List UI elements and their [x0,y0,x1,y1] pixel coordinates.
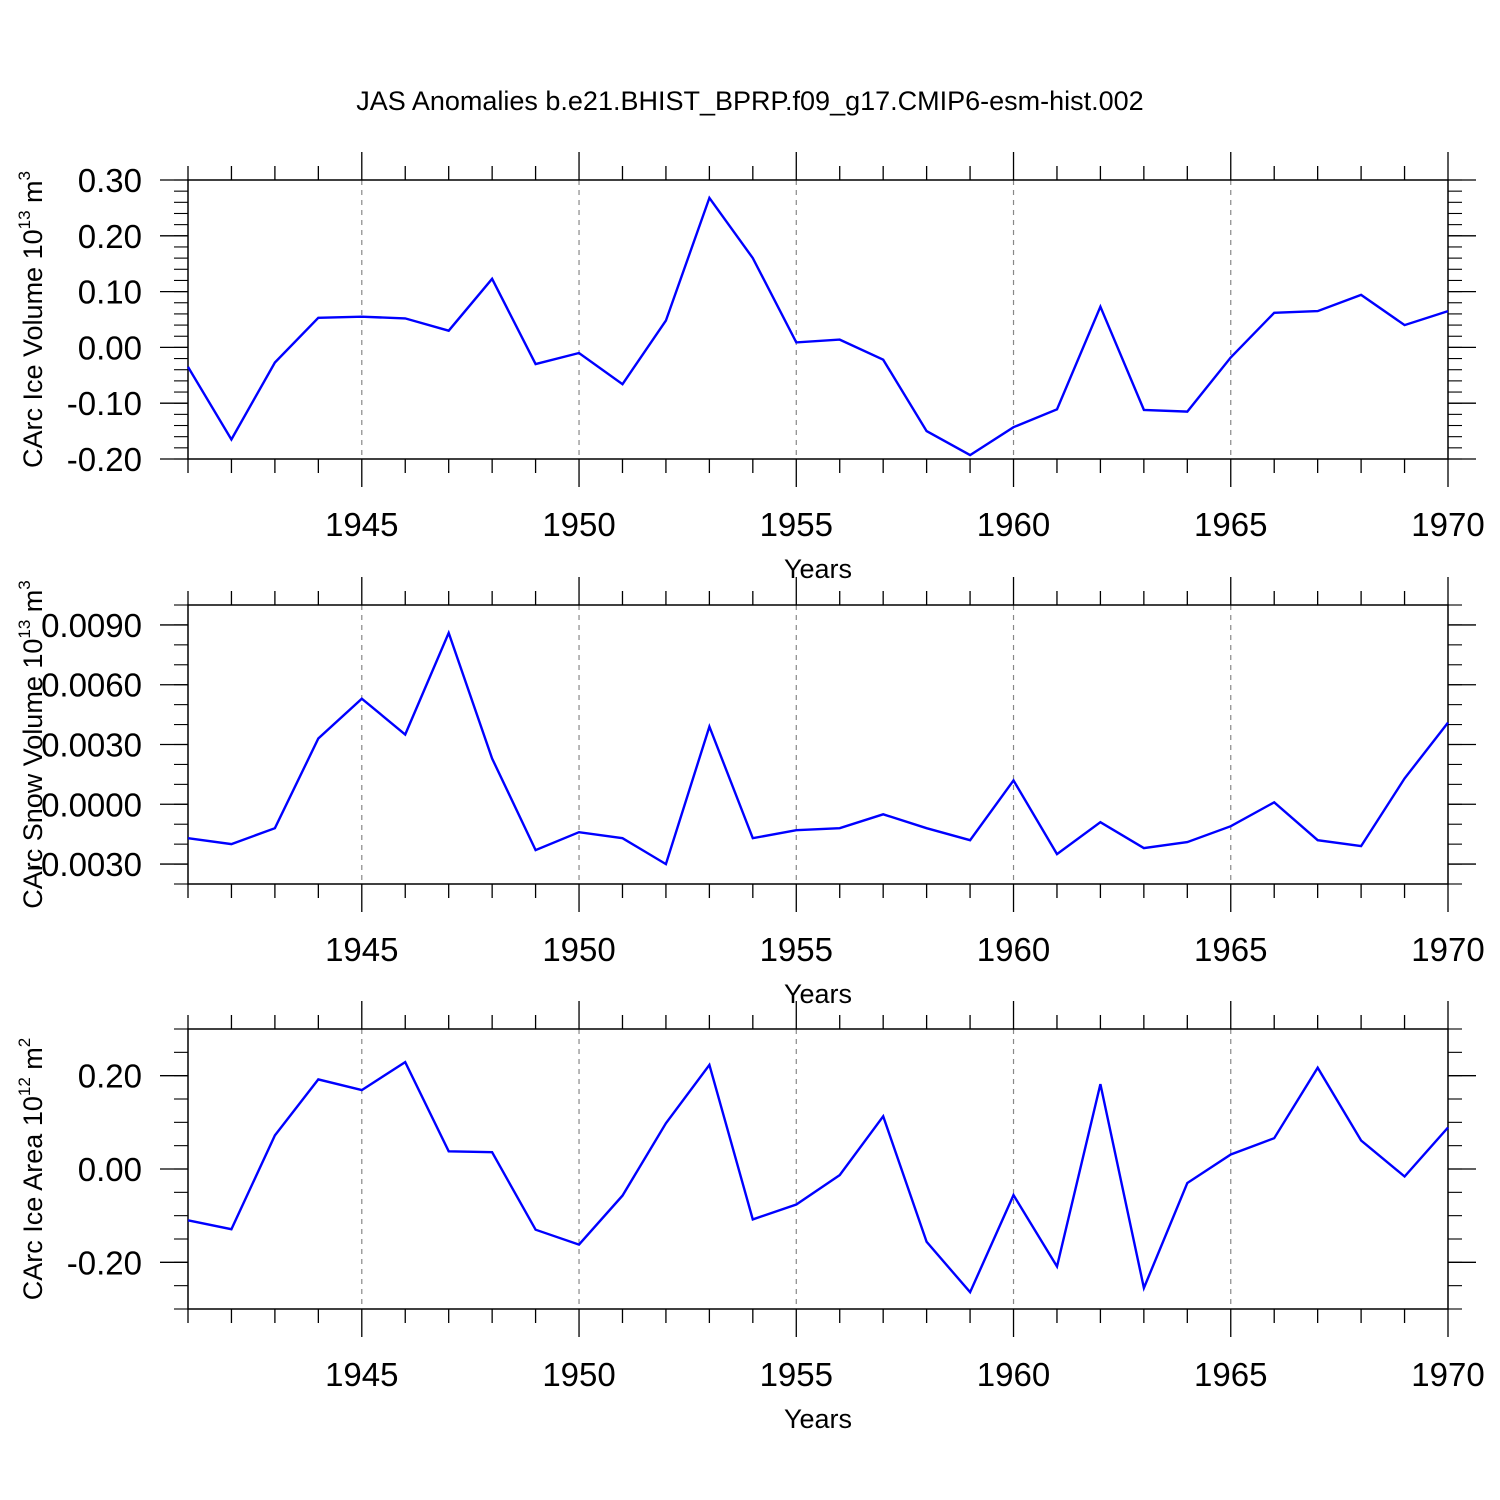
y-tick-label: 0.00 [78,1151,142,1188]
y-tick-label: 0.0090 [41,607,142,644]
y-axis-title-text: m [18,1047,48,1077]
x-tick-label: 1945 [325,506,398,543]
series-line [186,195,1449,457]
y-axis-title-superscript: 13 [15,210,34,229]
x-tick-label: 1965 [1194,1356,1267,1393]
x-tick-label: 1955 [760,1356,833,1393]
y-axis-title: CArc Ice Area 1012 m2 [15,1038,48,1301]
y-tick-label: 0.0000 [41,786,142,823]
y-tick-label: 0.0030 [41,727,142,764]
figure-title: JAS Anomalies b.e21.BHIST_BPRP.f09_g17.C… [356,86,1144,116]
y-axis-title-text: CArc Ice Area 10 [18,1096,48,1300]
y-axis-title-superscript: 2 [15,1038,34,1047]
panel-2: -0.0030 0.0000 0.0030 0.0060 0.0090 1945 1950 1… [15,577,1485,1009]
y-tick-label: 0.10 [78,274,142,311]
plot-frame [187,179,1449,460]
x-tick-label: 1950 [542,506,615,543]
x-tick-label: 1945 [325,1356,398,1393]
y-axis-title-text: m [18,590,48,620]
x-tick-label: 1960 [977,506,1050,543]
plot-frame [187,604,1449,885]
x-tick-label: 1955 [760,506,833,543]
y-axis-title-superscript: 12 [15,1077,34,1096]
x-axis-title: Years [784,1404,852,1434]
x-axis-title: Years [784,554,852,584]
x-axis-title: Years [784,979,852,1009]
series-line [187,1060,1449,1295]
y-axis-title-text: CArc Ice Volume 10 [18,229,48,468]
y-axis-title-text: m [18,180,48,210]
y-axis-title: CArc Ice Volume 1013 m3 [15,171,48,468]
x-tick-label: 1945 [325,931,398,968]
y-tick-label: -0.20 [67,441,142,478]
y-axis-title: CArc Snow Volume 1013 m3 [15,580,48,909]
series-line [187,629,1449,866]
y-tick-label: 0.20 [78,218,142,255]
y-tick-label: 0.0060 [41,667,142,704]
x-tick-label: 1955 [760,931,833,968]
y-tick-label: 0.20 [78,1058,142,1095]
x-tick-label: 1965 [1194,506,1267,543]
panel-3: -0.20 0.00 0.20 1945 1950 1955 1960 1965 1970 Yea… [15,1001,1485,1434]
y-tick-label: -0.10 [67,385,142,422]
y-tick-label: 0.30 [78,162,142,199]
plot-frame [187,1028,1449,1310]
y-tick-label: -0.0030 [30,846,142,883]
x-tick-label: 1965 [1194,931,1267,968]
y-axis-title-text: CArc Snow Volume 10 [18,639,48,909]
y-tick-label: -0.20 [67,1244,142,1281]
x-tick-label: 1970 [1411,1356,1484,1393]
x-tick-label: 1960 [977,931,1050,968]
x-tick-label: 1950 [542,931,615,968]
x-tick-label: 1960 [977,1356,1050,1393]
x-tick-label: 1970 [1411,931,1484,968]
y-axis-title-superscript: 13 [15,620,34,639]
y-tick-label: 0.00 [78,329,142,366]
panel-1: -0.20 -0.10 0.00 0.10 0.20 0.30 1945 1950 1955 19… [15,152,1485,584]
x-tick-label: 1950 [542,1356,615,1393]
x-tick-label: 1970 [1411,506,1484,543]
y-axis-title-superscript: 3 [15,580,34,589]
y-axis-title-superscript: 3 [15,171,34,180]
